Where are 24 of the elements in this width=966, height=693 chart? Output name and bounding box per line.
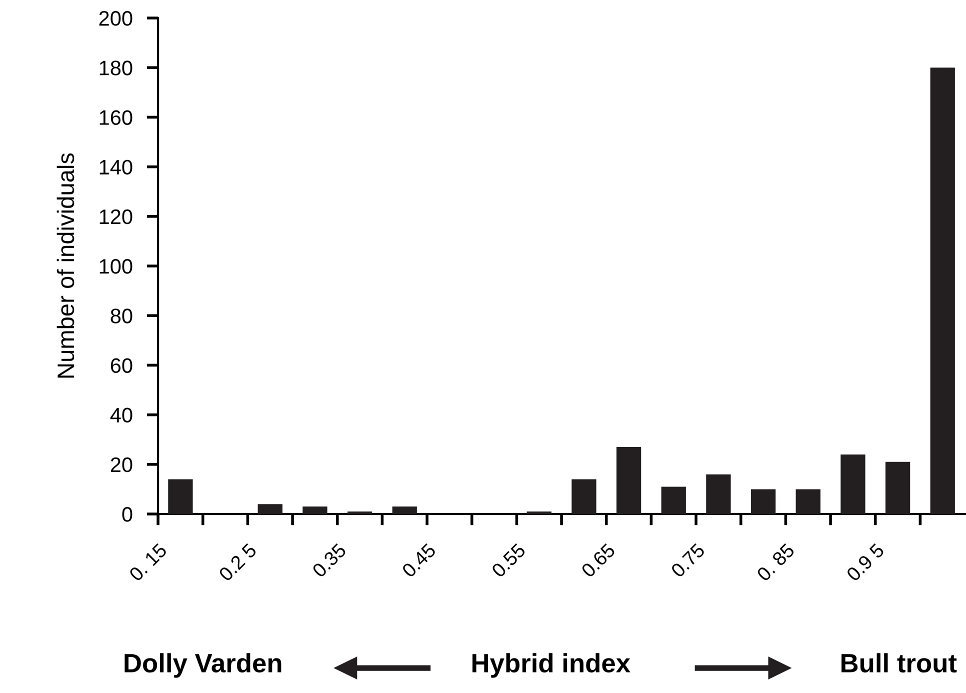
y-tick-label: 120 — [100, 209, 132, 224]
x-tick-label: 0.45 — [401, 542, 437, 578]
x-tick-label: 0.75 — [670, 542, 706, 578]
y-tick-label: 40 — [110, 408, 132, 423]
y-tick-label: 80 — [110, 308, 132, 324]
y-tick-label: 160 — [100, 110, 132, 125]
x-tick-label: 0.65 — [580, 542, 616, 578]
x-tick-label: 0.35 — [312, 542, 347, 578]
x-tick-label: 0.9 5 — [846, 542, 885, 582]
x-tick-label: 0.55 — [490, 542, 526, 578]
x-axis-title: Hybrid index — [472, 653, 630, 678]
y-tick-label: 200 — [99, 11, 132, 26]
y-tick-label: 140 — [100, 160, 132, 175]
x-tick-label: 0. 15 — [128, 542, 168, 582]
text: Dolly Varden — [124, 653, 282, 678]
y-axis-title: Number of individuals — [56, 153, 74, 378]
y-tick-label: 0 — [122, 507, 132, 522]
y-tick-label: 180 — [100, 60, 132, 76]
x-tick-label: 0. 85 — [756, 542, 796, 582]
y-tick-label: 20 — [110, 457, 132, 472]
x-tick-label: 0.2 5 — [218, 542, 258, 582]
y-tick-label: 100 — [100, 259, 132, 274]
text: Bull trout — [842, 653, 957, 673]
y-tick-label: 60 — [110, 358, 132, 373]
